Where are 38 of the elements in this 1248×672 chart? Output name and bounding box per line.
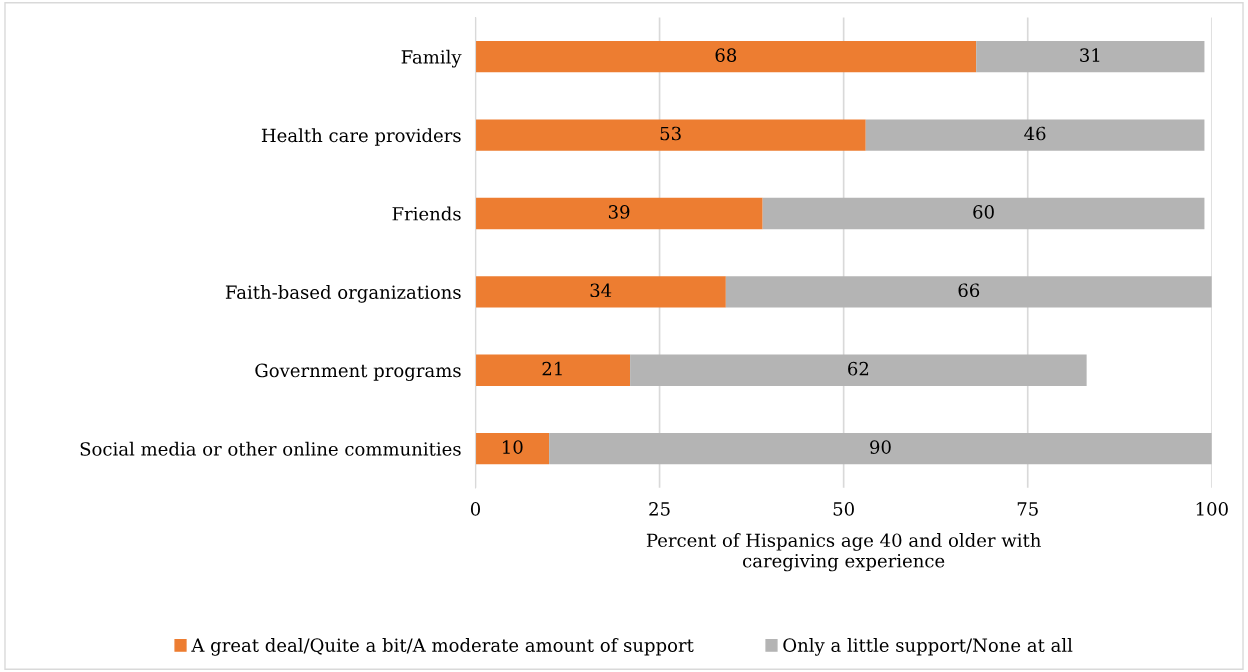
bar bbox=[630, 354, 1087, 386]
data-label: 53 bbox=[660, 126, 681, 141]
y-tick-label: Family bbox=[401, 49, 462, 68]
legend-label: Only a little support/None at all bbox=[783, 638, 1073, 656]
data-label: 66 bbox=[958, 283, 980, 298]
y-tick-label: Social media or other online communities bbox=[80, 441, 461, 456]
bar bbox=[475, 40, 977, 73]
data-label: 21 bbox=[542, 361, 562, 376]
bar bbox=[475, 197, 763, 230]
data-label: 90 bbox=[870, 440, 891, 454]
y-tick-label: Friends bbox=[392, 206, 461, 221]
data-label: 68 bbox=[715, 48, 737, 62]
bar bbox=[475, 276, 726, 308]
bar bbox=[762, 197, 1205, 230]
x-tick-label: 100 bbox=[1196, 502, 1228, 516]
x-tick-label: 0 bbox=[470, 502, 481, 516]
x-tick-label: 50 bbox=[833, 502, 854, 516]
data-label: 62 bbox=[848, 361, 869, 376]
x-tick-label: 75 bbox=[1017, 502, 1038, 516]
bar bbox=[865, 119, 1205, 151]
x-tick-label: 25 bbox=[649, 502, 670, 516]
bar bbox=[549, 432, 1212, 465]
data-label: 10 bbox=[503, 440, 523, 454]
bar bbox=[475, 354, 631, 386]
data-label: 46 bbox=[1024, 126, 1046, 141]
bar bbox=[725, 276, 1212, 308]
data-label: 31 bbox=[1080, 48, 1100, 62]
bar bbox=[475, 119, 866, 151]
x-axis-title: Percent of Hispanics age 40 and older with caregiving experience bbox=[646, 533, 1041, 572]
data-label: 39 bbox=[608, 205, 630, 219]
bar bbox=[475, 432, 550, 465]
y-tick-label: Government programs bbox=[255, 363, 461, 382]
bar bbox=[976, 40, 1205, 73]
legend-label: A great deal/Quite a bit/A moderate amount of support bbox=[191, 638, 694, 656]
data-label: 34 bbox=[590, 283, 612, 298]
y-tick-label: Faith-based organizations bbox=[225, 285, 461, 303]
data-label: 60 bbox=[973, 205, 994, 219]
y-tick-label: Health care providers bbox=[261, 128, 461, 146]
